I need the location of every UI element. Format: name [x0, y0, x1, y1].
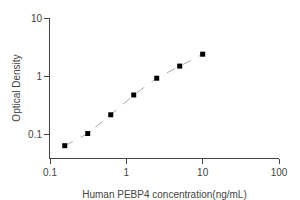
svg-text:10: 10 — [197, 167, 209, 178]
svg-text:100: 100 — [271, 167, 288, 178]
svg-text:1: 1 — [124, 167, 130, 178]
svg-text:Optical Density: Optical Density — [11, 54, 22, 121]
svg-text:Human PEBP4 concentration(ng/m: Human PEBP4 concentration(ng/mL) — [82, 189, 247, 200]
svg-text:10: 10 — [31, 13, 43, 24]
svg-text:0.1: 0.1 — [43, 167, 57, 178]
svg-text:0.1: 0.1 — [28, 129, 42, 140]
svg-text:1: 1 — [36, 71, 42, 82]
